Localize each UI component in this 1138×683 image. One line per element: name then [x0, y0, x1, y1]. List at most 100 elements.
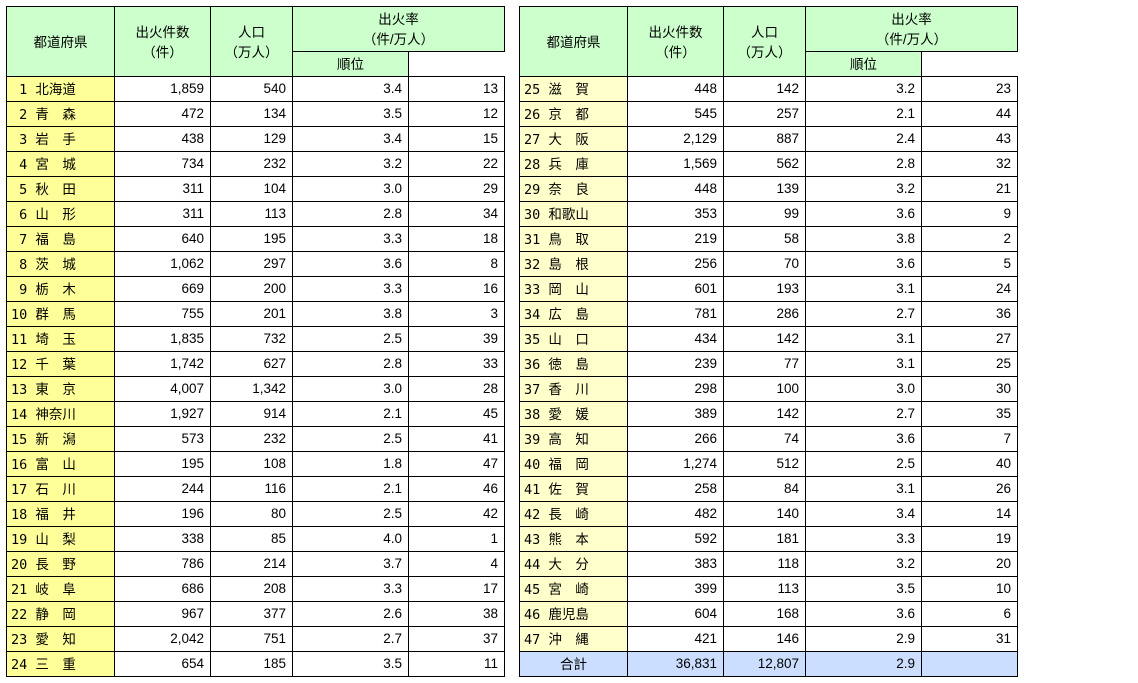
cell-rate: 3.1 — [806, 327, 922, 352]
cell-population: 118 — [724, 552, 806, 577]
cell-rate: 3.1 — [806, 352, 922, 377]
cell-prefecture: 12 千 葉 — [7, 352, 115, 377]
table-row: 38 愛 媛 389 142 2.7 35 — [520, 402, 1018, 427]
cell-population: 99 — [724, 202, 806, 227]
cell-prefecture: 40 福 岡 — [520, 452, 628, 477]
cell-population: 70 — [724, 252, 806, 277]
cell-population: 297 — [211, 252, 293, 277]
cell-rank: 27 — [922, 327, 1018, 352]
table-row: 45 宮 崎 399 113 3.5 10 — [520, 577, 1018, 602]
cell-population: 200 — [211, 277, 293, 302]
cell-population: 232 — [211, 427, 293, 452]
cell-rate: 3.6 — [806, 202, 922, 227]
cell-rate: 2.1 — [293, 402, 409, 427]
col-population: 人口（万人） — [724, 7, 806, 77]
cell-rank: 46 — [409, 477, 505, 502]
table-row: 17 石 川 244 116 2.1 46 — [7, 477, 505, 502]
cell-rank: 14 — [922, 502, 1018, 527]
cell-prefecture: 17 石 川 — [7, 477, 115, 502]
cell-population: 512 — [724, 452, 806, 477]
cell-rank: 42 — [409, 502, 505, 527]
cell-fires: 353 — [628, 202, 724, 227]
cell-population: 214 — [211, 552, 293, 577]
cell-prefecture: 44 大 分 — [520, 552, 628, 577]
cell-rate: 2.8 — [293, 352, 409, 377]
col-rank: 順位 — [806, 52, 922, 77]
left-table: 都道府県 出火件数（件） 人口（万人） 出火率（件/万人） 順位 1 北海道 1… — [6, 6, 505, 677]
cell-fires: 239 — [628, 352, 724, 377]
table-row: 6 山 形 311 113 2.8 34 — [7, 202, 505, 227]
table-row: 24 三 重 654 185 3.5 11 — [7, 652, 505, 677]
cell-fires: 755 — [115, 302, 211, 327]
cell-rank: 16 — [409, 277, 505, 302]
cell-rate: 3.6 — [806, 427, 922, 452]
table-row: 40 福 岡 1,274 512 2.5 40 — [520, 452, 1018, 477]
cell-rank: 6 — [922, 602, 1018, 627]
cell-rank: 29 — [409, 177, 505, 202]
cell-rate: 3.0 — [293, 377, 409, 402]
cell-rank: 30 — [922, 377, 1018, 402]
cell-population: 193 — [724, 277, 806, 302]
cell-population: 185 — [211, 652, 293, 677]
table-row: 37 香 川 298 100 3.0 30 — [520, 377, 1018, 402]
cell-fires: 545 — [628, 102, 724, 127]
cell-prefecture: 19 山 梨 — [7, 527, 115, 552]
table-row: 32 島 根 256 70 3.6 5 — [520, 252, 1018, 277]
col-rank: 順位 — [293, 52, 409, 77]
cell-rate: 3.4 — [293, 77, 409, 102]
cell-population: 627 — [211, 352, 293, 377]
table-row: 41 佐 賀 258 84 3.1 26 — [520, 477, 1018, 502]
cell-population: 77 — [724, 352, 806, 377]
table-row: 25 滋 賀 448 142 3.2 23 — [520, 77, 1018, 102]
cell-fires: 421 — [628, 627, 724, 652]
prefecture-fire-table: 都道府県 出火件数（件） 人口（万人） 出火率（件/万人） 順位 1 北海道 1… — [6, 6, 1132, 677]
cell-rank: 15 — [409, 127, 505, 152]
cell-population: 139 — [724, 177, 806, 202]
table-row: 36 徳 島 239 77 3.1 25 — [520, 352, 1018, 377]
cell-fires: 734 — [115, 152, 211, 177]
table-row: 1 北海道 1,859 540 3.4 13 — [7, 77, 505, 102]
cell-prefecture: 21 岐 阜 — [7, 577, 115, 602]
cell-rate: 3.1 — [806, 477, 922, 502]
cell-population: 562 — [724, 152, 806, 177]
cell-fires: 399 — [628, 577, 724, 602]
cell-rank: 11 — [409, 652, 505, 677]
cell-population: 142 — [724, 77, 806, 102]
cell-rate: 2.5 — [293, 427, 409, 452]
cell-fires: 669 — [115, 277, 211, 302]
cell-prefecture: 10 群 馬 — [7, 302, 115, 327]
cell-prefecture: 35 山 口 — [520, 327, 628, 352]
cell-prefecture: 38 愛 媛 — [520, 402, 628, 427]
cell-rank: 22 — [409, 152, 505, 177]
cell-prefecture: 2 青 森 — [7, 102, 115, 127]
table-row: 16 富 山 195 108 1.8 47 — [7, 452, 505, 477]
cell-rate: 2.8 — [293, 202, 409, 227]
cell-fires: 266 — [628, 427, 724, 452]
cell-fires: 2,042 — [115, 627, 211, 652]
table-row: 3 岩 手 438 129 3.4 15 — [7, 127, 505, 152]
cell-prefecture: 26 京 都 — [520, 102, 628, 127]
cell-prefecture: 1 北海道 — [7, 77, 115, 102]
table-row: 18 福 井 196 80 2.5 42 — [7, 502, 505, 527]
cell-prefecture: 3 岩 手 — [7, 127, 115, 152]
cell-fires: 196 — [115, 502, 211, 527]
cell-prefecture: 20 長 野 — [7, 552, 115, 577]
table-row: 34 広 島 781 286 2.7 36 — [520, 302, 1018, 327]
cell-prefecture: 47 沖 縄 — [520, 627, 628, 652]
cell-fires: 786 — [115, 552, 211, 577]
cell-rate: 2.7 — [806, 302, 922, 327]
cell-population: 140 — [724, 502, 806, 527]
total-row: 合計 36,831 12,807 2.9 — [520, 652, 1018, 677]
cell-fires: 338 — [115, 527, 211, 552]
cell-prefecture: 25 滋 賀 — [520, 77, 628, 102]
cell-population: 208 — [211, 577, 293, 602]
cell-rank: 25 — [922, 352, 1018, 377]
cell-prefecture: 37 香 川 — [520, 377, 628, 402]
cell-rank: 7 — [922, 427, 1018, 452]
cell-fires: 592 — [628, 527, 724, 552]
table-row: 47 沖 縄 421 146 2.9 31 — [520, 627, 1018, 652]
cell-population: 142 — [724, 402, 806, 427]
cell-fires: 640 — [115, 227, 211, 252]
table-row: 44 大 分 383 118 3.2 20 — [520, 552, 1018, 577]
cell-fires: 258 — [628, 477, 724, 502]
